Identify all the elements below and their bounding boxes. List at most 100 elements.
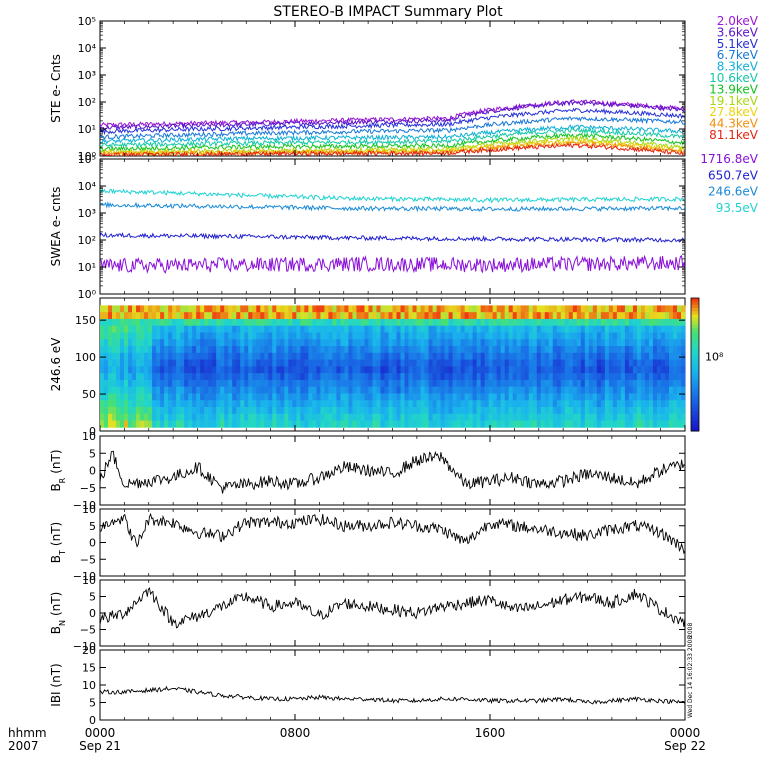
- heatmap-cell: [388, 406, 393, 415]
- heatmap-cell: [248, 359, 253, 367]
- series-lines: [100, 512, 685, 555]
- heatmap-cell: [668, 325, 674, 333]
- heatmap-cell: [372, 305, 377, 313]
- heatmap-cell: [412, 305, 417, 313]
- heatmap-cell: [304, 339, 309, 347]
- heatmap-cell: [220, 312, 225, 320]
- heatmap-cell: [532, 393, 538, 401]
- heatmap-cell: [180, 373, 185, 381]
- heatmap-cell: [584, 373, 590, 381]
- heatmap-cell: [168, 373, 173, 381]
- legend-entry: 8.3keV: [717, 60, 759, 74]
- heatmap-cell: [392, 352, 397, 360]
- heatmap-cell: [112, 393, 117, 401]
- heatmap-cell: [520, 400, 526, 408]
- heatmap-cell: [636, 359, 642, 367]
- heatmap-cell: [392, 366, 397, 374]
- heatmap-cell: [608, 359, 614, 367]
- heatmap-cell: [188, 352, 193, 360]
- heatmap-cell: [328, 393, 333, 401]
- heatmap-cell: [676, 386, 682, 394]
- heatmap-cell: [276, 366, 281, 374]
- heatmap-cell: [300, 339, 305, 347]
- heatmap-cell: [256, 346, 261, 354]
- heatmap-cell: [132, 359, 137, 367]
- heatmap-cell: [304, 325, 309, 333]
- heatmap-cell: [116, 386, 121, 394]
- heatmap-cell: [128, 386, 133, 394]
- heatmap-cell: [200, 359, 205, 367]
- heatmap-cell: [536, 312, 542, 320]
- heatmap-cell: [232, 346, 237, 354]
- heatmap-cell: [564, 332, 570, 340]
- heatmap-cell: [656, 332, 662, 340]
- heatmap-cell: [400, 400, 405, 408]
- heatmap-cell: [224, 332, 229, 340]
- heatmap-cell: [608, 352, 614, 360]
- heatmap-cell: [272, 318, 277, 327]
- heatmap-cell: [528, 379, 534, 388]
- heatmap-cell: [556, 339, 562, 347]
- heatmap-cell: [492, 312, 498, 320]
- heatmap-cell: [284, 325, 289, 333]
- series-line-13.9keV: [100, 132, 685, 152]
- heatmap-cell: [256, 339, 261, 347]
- heatmap-cell: [616, 400, 622, 408]
- heatmap-cell: [144, 318, 149, 327]
- heatmap-cell: [172, 400, 177, 408]
- heatmap-cell: [164, 325, 169, 333]
- heatmap-cell: [664, 366, 670, 374]
- heatmap-cell: [412, 406, 417, 415]
- heatmap-cell: [676, 406, 682, 415]
- heatmap-cell: [612, 318, 618, 327]
- heatmap-cell: [272, 312, 277, 320]
- heatmap-cell: [344, 359, 349, 367]
- heatmap-cell: [356, 420, 361, 428]
- heatmap-cell: [368, 332, 373, 340]
- colorbar-step: [691, 321, 699, 326]
- heatmap-cell: [568, 339, 574, 347]
- heatmap-cell: [444, 359, 449, 367]
- heatmap-cell: [152, 325, 157, 333]
- y-axis-label: BN(nT): [49, 592, 67, 635]
- heatmap-cell: [328, 406, 333, 415]
- heatmap-cell: [644, 312, 650, 320]
- heatmap-cell: [288, 400, 293, 408]
- heatmap-cell: [400, 318, 405, 327]
- heatmap-cell: [640, 325, 646, 333]
- heatmap-cell: [664, 325, 670, 333]
- heatmap-cell: [296, 420, 301, 428]
- heatmap-cell: [256, 393, 261, 401]
- heatmap-cell: [572, 359, 578, 367]
- heatmap-cell: [484, 312, 490, 320]
- heatmap-cell: [300, 359, 305, 367]
- heatmap-cell: [312, 318, 317, 327]
- heatmap-cell: [112, 318, 117, 327]
- heatmap-cell: [652, 420, 658, 428]
- heatmap-cell: [240, 393, 245, 401]
- heatmap-cell: [452, 332, 458, 340]
- heatmap-cell: [556, 400, 562, 408]
- heatmap-cell: [644, 318, 650, 327]
- heatmap-cell: [444, 352, 449, 360]
- heatmap-cell: [672, 305, 678, 313]
- heatmap-cell: [184, 312, 189, 320]
- series-lines: [100, 685, 685, 705]
- series-line-19.1keV: [100, 134, 685, 156]
- heatmap-cell: [260, 393, 265, 401]
- heatmap-cell: [176, 420, 181, 428]
- heatmap-cell: [176, 346, 181, 354]
- heatmap-cell: [544, 366, 550, 374]
- heatmap-cell: [188, 312, 193, 320]
- heatmap-cell: [580, 393, 586, 401]
- heatmap-cell: [572, 420, 578, 428]
- heatmap-cell: [416, 386, 421, 394]
- heatmap-cell: [208, 420, 213, 428]
- heatmap-cell: [244, 379, 249, 388]
- heatmap-cell: [216, 305, 221, 313]
- y-label-main: B: [49, 626, 63, 634]
- heatmap-cell: [356, 400, 361, 408]
- heatmap-cell: [532, 312, 538, 320]
- heatmap-cell: [216, 332, 221, 340]
